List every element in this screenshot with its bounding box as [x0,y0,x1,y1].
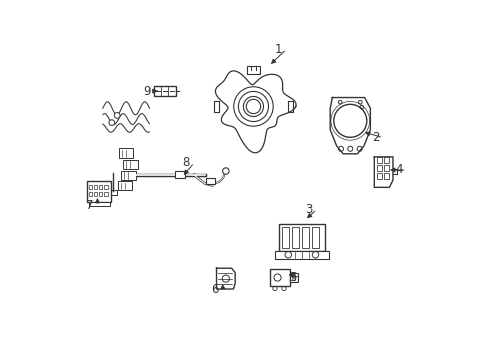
Circle shape [222,168,228,174]
Polygon shape [214,101,219,112]
Circle shape [246,99,260,114]
Bar [89,192,92,196]
Bar [282,227,289,248]
Bar [99,185,102,189]
Bar [246,66,260,74]
Bar [119,148,133,158]
Bar [154,86,175,96]
Bar [89,185,92,189]
Bar [104,192,107,196]
Text: 8: 8 [183,156,190,169]
Text: 7: 7 [86,199,93,212]
Polygon shape [329,98,369,154]
Bar [278,224,325,251]
Text: 5: 5 [288,271,296,284]
Bar [205,178,214,184]
Bar [94,185,97,189]
Bar [384,173,388,179]
Bar [376,157,382,163]
Bar [376,165,382,171]
Bar [384,157,388,163]
Bar [88,202,110,206]
Bar [123,160,137,169]
Bar [174,171,185,178]
Bar [302,227,309,248]
Polygon shape [373,157,392,187]
Bar [104,185,107,189]
Circle shape [109,120,115,126]
Bar [270,270,290,285]
Bar [274,251,328,259]
Bar [121,171,136,180]
Text: 3: 3 [305,203,312,216]
Text: 4: 4 [394,163,402,176]
Polygon shape [287,101,292,112]
Polygon shape [216,268,235,289]
Text: 6: 6 [211,283,219,296]
Bar [87,181,111,202]
Text: 2: 2 [371,131,378,144]
Bar [118,181,132,190]
Bar [384,165,388,171]
Bar [376,173,382,179]
Bar [312,227,319,248]
Bar [99,192,102,196]
Circle shape [114,113,120,118]
Text: 9: 9 [143,85,150,98]
Polygon shape [215,71,295,153]
Bar [292,227,299,248]
Text: 1: 1 [274,42,282,55]
Bar [290,273,298,282]
Bar [94,192,97,196]
